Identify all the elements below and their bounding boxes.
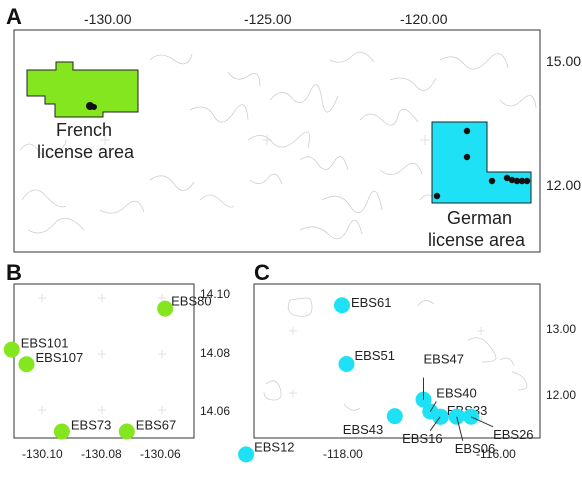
station-marker-ebs43 (386, 408, 403, 425)
panel-b-x-tick-2: -130.08 (81, 447, 122, 461)
station-marker-ebs107 (18, 356, 35, 373)
panel-c-stations: EBS61EBS51EBS47EBS40EBS33EBS26EBS43EBS16… (238, 295, 534, 463)
french-area-label-line1: French (56, 120, 112, 140)
panel-a-y-tick-1: 15.00 (546, 53, 581, 69)
station-marker-ebs61 (333, 297, 350, 314)
panel-a-y-tick-2: 12.00 (546, 177, 581, 193)
german-station-dot (518, 177, 526, 185)
panel-b-grid-crosses (38, 294, 166, 414)
station-label-ebs12: EBS12 (254, 439, 294, 454)
panel-a-contours (19, 51, 537, 240)
station-label-ebs43: EBS43 (343, 422, 383, 437)
panel-c-x-tick-1: -118.00 (323, 447, 363, 461)
station-label-ebs101: EBS101 (21, 336, 69, 351)
station-marker-ebs67 (118, 423, 135, 440)
panel-b-y-tick-1: 14.10 (200, 287, 230, 301)
german-station-dot (523, 177, 531, 185)
station-label-ebs67: EBS67 (136, 417, 176, 432)
station-label-ebs51: EBS51 (354, 348, 394, 363)
german-station-dot (508, 176, 516, 184)
panel-a-x-tick-2: -125.00 (244, 11, 292, 27)
panel-a-x-tick-1: -130.00 (84, 11, 132, 27)
station-leader-line (456, 416, 464, 441)
panel-b-x-tick-1: -130.10 (22, 447, 63, 461)
german-station-dots (433, 127, 531, 200)
station-leader-line (470, 416, 494, 428)
german-license-area (431, 121, 532, 204)
station-leader-line (429, 416, 441, 432)
panel-b-y-tick-2: 14.08 (200, 346, 230, 360)
german-station-dot (503, 174, 511, 182)
german-area-label-line2: license area (428, 230, 526, 250)
french-area-label-line2: license area (37, 142, 135, 162)
panel-c-letter: C (254, 260, 270, 285)
german-station-dot (463, 153, 471, 161)
german-station-dot (488, 177, 496, 185)
panel-b-letter: B (6, 260, 22, 285)
station-label-ebs61: EBS61 (351, 295, 391, 310)
panel-c-grid-crosses (289, 327, 485, 397)
german-station-dot (433, 192, 441, 200)
station-label-ebs40: EBS40 (436, 386, 476, 401)
panel-a-letter: A (6, 4, 22, 29)
french-station-dot (91, 104, 97, 110)
panel-c-x-tick-2: -116.00 (476, 447, 516, 461)
panel-a-x-tick-3: -120.00 (400, 11, 448, 27)
panel-b-x-tick-3: -130.06 (140, 447, 181, 461)
panel-b-y-tick-3: 14.06 (200, 404, 230, 418)
station-leader-line (429, 401, 437, 412)
station-label-ebs16: EBS16 (402, 431, 442, 446)
station-marker-ebs73 (53, 423, 70, 440)
german-station-dot (463, 127, 471, 135)
panel-c-y-tick-1: 13.00 (546, 322, 576, 336)
panel-c-y-tick-2: 12.00 (546, 388, 576, 402)
station-marker-ebs101 (3, 341, 20, 358)
station-label-ebs80: EBS80 (171, 294, 211, 309)
french-license-area (26, 61, 139, 118)
station-label-ebs26: EBS26 (493, 427, 533, 442)
panel-a-grid-crosses (100, 135, 430, 145)
german-area-label-line1: German (447, 208, 512, 228)
station-label-ebs47: EBS47 (424, 352, 464, 367)
german-station-dot (513, 177, 521, 185)
station-label-ebs107: EBS107 (36, 350, 84, 365)
station-marker-ebs51 (338, 355, 355, 372)
station-label-ebs06: EBS06 (455, 441, 495, 456)
station-marker-ebs12 (238, 446, 255, 463)
station-marker-ebs80 (157, 300, 174, 317)
station-label-ebs73: EBS73 (71, 417, 111, 432)
